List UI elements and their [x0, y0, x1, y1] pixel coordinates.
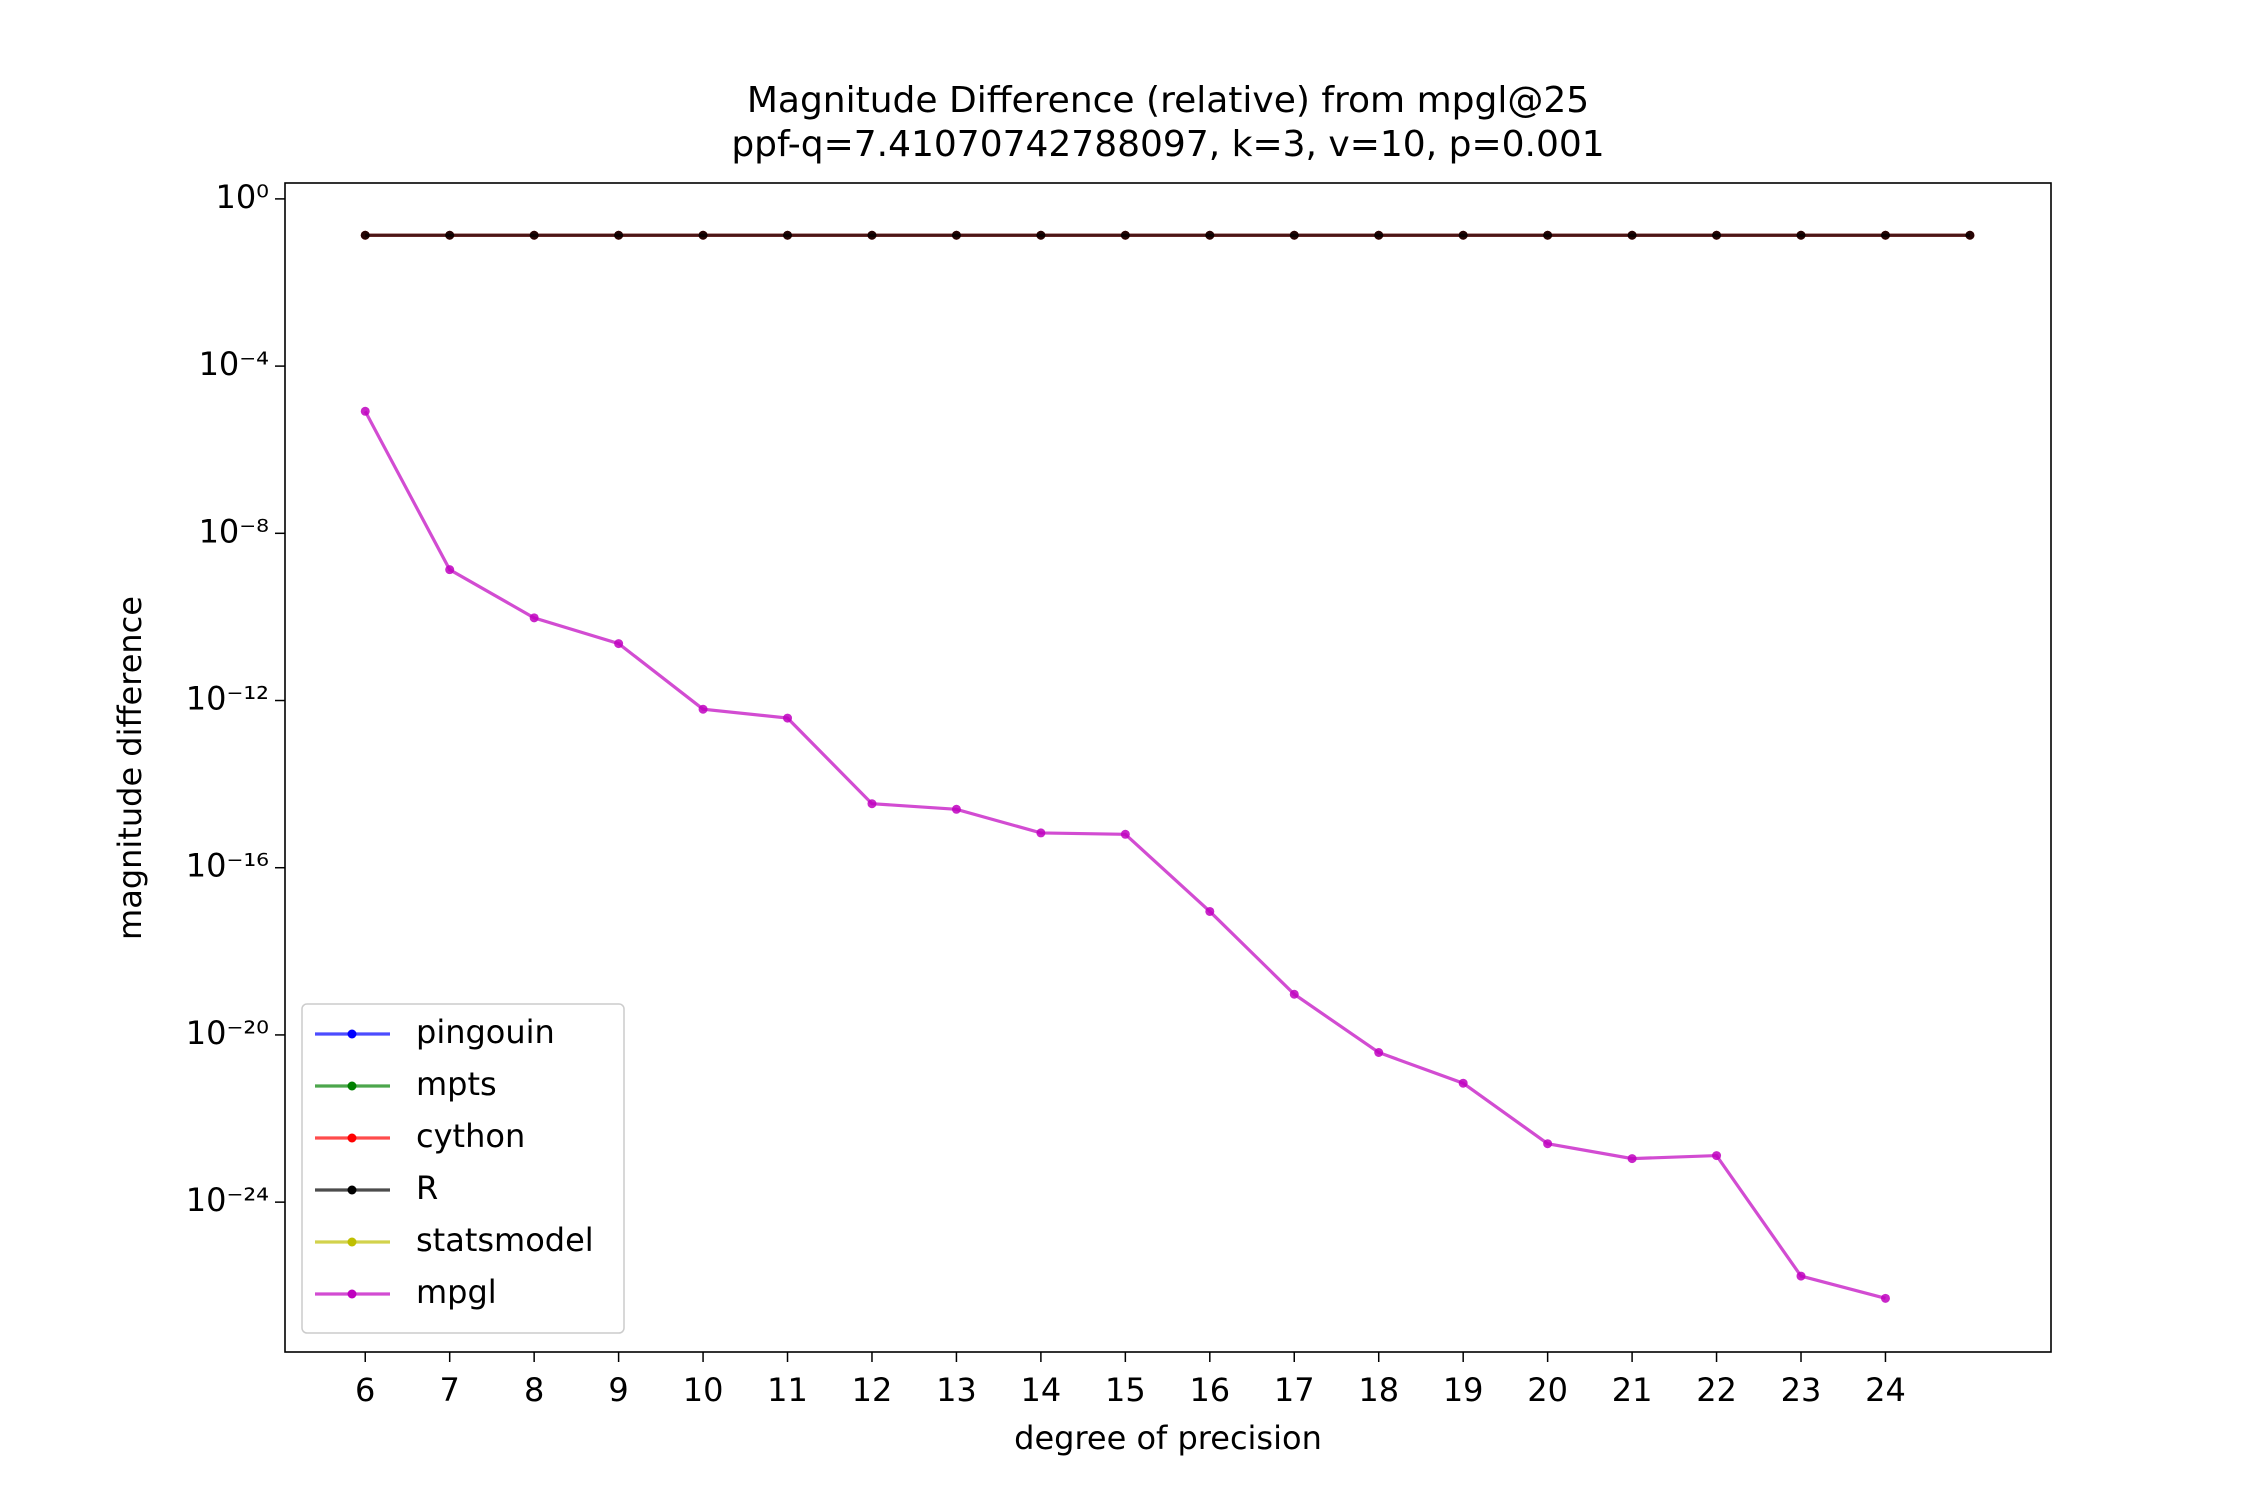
y-axis-label: magnitude difference — [111, 596, 149, 940]
x-tick-label: 16 — [1189, 1371, 1230, 1409]
legend-marker — [347, 1289, 357, 1299]
legend-label: R — [416, 1169, 438, 1207]
series-marker — [614, 639, 624, 649]
series-marker — [1796, 1271, 1806, 1281]
y-tick-label: 10⁻¹² — [186, 680, 269, 718]
series-marker — [1880, 230, 1890, 240]
chart-title: Magnitude Difference (relative) from mpg… — [747, 80, 1589, 121]
series-marker — [1543, 230, 1553, 240]
series-marker — [698, 230, 708, 240]
legend-label: cython — [416, 1117, 525, 1155]
x-tick-label: 20 — [1527, 1371, 1568, 1409]
x-tick-label: 8 — [524, 1371, 544, 1409]
series-marker — [445, 565, 455, 575]
series-marker — [529, 613, 539, 623]
plot-frame — [284, 182, 2052, 1353]
series-marker — [614, 230, 624, 240]
x-tick-label: 24 — [1865, 1371, 1906, 1409]
series-marker — [1627, 230, 1637, 240]
legend-marker — [347, 1185, 357, 1195]
series-marker — [1965, 230, 1975, 240]
legend-marker — [347, 1029, 357, 1039]
series-marker — [783, 713, 793, 723]
x-tick-label: 15 — [1105, 1371, 1146, 1409]
series-marker — [1374, 230, 1384, 240]
series-marker — [1712, 230, 1722, 240]
y-tick-label: 10⁰ — [215, 178, 269, 216]
series-marker — [360, 406, 370, 416]
x-tick-label: 10 — [683, 1371, 724, 1409]
x-tick-label: 7 — [440, 1371, 460, 1409]
series-marker — [1627, 1154, 1637, 1164]
series-marker — [867, 799, 877, 809]
series-marker — [867, 230, 877, 240]
series-marker — [1374, 1047, 1384, 1057]
legend-marker — [347, 1081, 357, 1091]
series-marker — [445, 230, 455, 240]
series-marker — [1036, 230, 1046, 240]
y-tick-label: 10⁻¹⁶ — [186, 847, 269, 885]
y-tick-label: 10⁻⁸ — [199, 512, 269, 550]
series-marker — [951, 804, 961, 814]
series-marker — [1796, 230, 1806, 240]
series-marker — [1036, 828, 1046, 838]
series-marker — [1880, 1293, 1890, 1303]
x-tick-label: 6 — [355, 1371, 375, 1409]
series-marker — [951, 230, 961, 240]
series-marker — [1458, 1078, 1468, 1088]
series-marker — [1205, 906, 1215, 916]
y-tick-label: 10⁻²⁰ — [186, 1014, 269, 1052]
legend-marker — [347, 1133, 357, 1143]
x-tick-label: 22 — [1696, 1371, 1737, 1409]
x-tick-label: 17 — [1274, 1371, 1315, 1409]
x-tick-label: 9 — [608, 1371, 628, 1409]
series-marker — [529, 230, 539, 240]
series-marker — [783, 230, 793, 240]
x-axis-label: degree of precision — [1014, 1419, 1322, 1457]
series-marker — [1543, 1139, 1553, 1149]
legend-label: statsmodel — [416, 1221, 594, 1259]
series-marker — [1289, 230, 1299, 240]
x-tick-label: 11 — [767, 1371, 808, 1409]
series-marker — [360, 230, 370, 240]
x-tick-label: 19 — [1443, 1371, 1484, 1409]
y-tick-label: 10⁻⁴ — [199, 345, 269, 383]
y-tick-label: 10⁻²⁴ — [186, 1181, 269, 1219]
legend-label: mpts — [416, 1065, 497, 1103]
series-marker — [698, 704, 708, 714]
x-tick-label: 18 — [1358, 1371, 1399, 1409]
chart-subtitle: ppf-q=7.41070742788097, k=3, v=10, p=0.0… — [731, 124, 1604, 165]
series-marker — [1205, 230, 1215, 240]
x-tick-label: 21 — [1612, 1371, 1653, 1409]
series-marker — [1712, 1151, 1722, 1161]
x-tick-label: 13 — [936, 1371, 977, 1409]
x-tick-label: 12 — [852, 1371, 893, 1409]
x-tick-label: 23 — [1781, 1371, 1822, 1409]
series-marker — [1120, 230, 1130, 240]
series-marker — [1289, 989, 1299, 999]
legend-label: mpgl — [416, 1273, 497, 1311]
legend-marker — [347, 1237, 357, 1247]
series-marker — [1458, 230, 1468, 240]
series-marker — [1120, 829, 1130, 839]
legend-label: pingouin — [416, 1013, 555, 1051]
x-tick-label: 14 — [1021, 1371, 1062, 1409]
